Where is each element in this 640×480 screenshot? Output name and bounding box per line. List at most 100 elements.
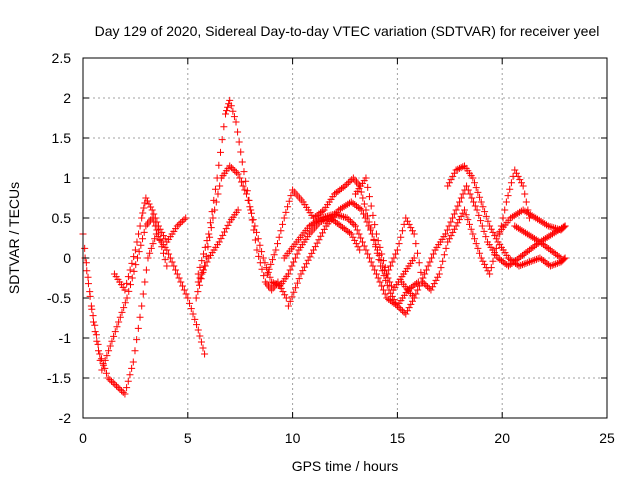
data-point-marker [94, 340, 102, 348]
data-point-marker [410, 254, 418, 262]
data-point-marker [239, 182, 247, 190]
data-point-marker [447, 232, 455, 240]
data-point-marker [428, 254, 436, 262]
data-point-marker [218, 136, 226, 144]
data-point-marker [163, 246, 171, 254]
data-point-marker [116, 313, 124, 321]
data-point-marker [352, 240, 360, 248]
data-point-marker [209, 214, 217, 222]
data-point-marker [450, 210, 458, 218]
data-point-marker [429, 283, 437, 291]
data-point-marker [226, 96, 234, 104]
data-point-marker [135, 230, 143, 238]
data-point-marker [242, 190, 250, 198]
data-point-marker [180, 286, 188, 294]
data-point-marker [363, 218, 371, 226]
data-point-marker [232, 118, 240, 126]
data-point-marker [474, 244, 482, 252]
data-point-marker [153, 226, 161, 234]
y-tick-label: 0 [63, 250, 71, 266]
data-point-marker [459, 209, 467, 217]
data-point-marker [403, 217, 411, 225]
data-point-marker [123, 384, 131, 392]
series-group [284, 198, 418, 310]
data-point-marker [437, 264, 445, 272]
data-point-marker [528, 212, 536, 220]
data-point-marker [204, 243, 212, 251]
data-point-marker [131, 347, 139, 355]
data-point-marker [518, 227, 526, 235]
data-point-marker [367, 202, 375, 210]
data-point-marker [534, 255, 542, 263]
data-point-marker [351, 222, 359, 230]
x-tick-label: 0 [79, 430, 87, 446]
data-point-marker [454, 219, 462, 227]
data-point-marker [402, 214, 410, 222]
data-point-marker [445, 179, 453, 187]
data-point-marker [284, 302, 292, 310]
data-point-marker [548, 261, 556, 269]
data-point-marker [343, 214, 351, 222]
data-point-marker [109, 379, 117, 387]
data-point-marker [480, 227, 488, 235]
data-point-marker [386, 278, 394, 286]
data-point-marker [371, 266, 379, 274]
data-point-marker [191, 315, 199, 323]
data-point-marker [486, 222, 494, 230]
data-point-marker [385, 266, 393, 274]
data-point-marker [189, 310, 197, 318]
data-point-marker [340, 213, 348, 221]
data-point-marker [132, 261, 140, 269]
data-point-marker [153, 218, 161, 226]
data-point-marker [447, 176, 455, 184]
data-points [79, 96, 569, 398]
data-point-marker [279, 288, 287, 296]
data-point-marker [292, 284, 300, 292]
data-point-marker [270, 251, 278, 259]
data-point-marker [550, 261, 558, 269]
data-point-marker [407, 224, 415, 232]
data-point-marker [234, 170, 242, 178]
data-point-marker [340, 203, 348, 211]
data-point-marker [463, 182, 471, 190]
data-point-marker [199, 344, 207, 352]
data-point-marker [227, 164, 235, 172]
data-point-marker [449, 214, 457, 222]
data-point-marker [279, 220, 287, 228]
data-point-marker [196, 274, 204, 282]
data-point-marker [134, 324, 142, 332]
data-point-marker [145, 200, 153, 208]
data-point-marker [341, 182, 349, 190]
data-point-marker [459, 190, 467, 198]
data-point-marker [376, 278, 384, 286]
data-point-marker [336, 212, 344, 220]
data-point-marker [222, 225, 230, 233]
data-point-marker [361, 214, 369, 222]
data-point-marker [392, 250, 400, 258]
data-point-marker [535, 216, 543, 224]
data-point-marker [360, 242, 368, 250]
data-point-marker [415, 282, 423, 290]
data-point-marker [144, 254, 152, 262]
data-point-marker [405, 304, 413, 312]
series-group [511, 222, 569, 246]
data-point-marker [417, 278, 425, 286]
data-point-marker [482, 233, 490, 241]
data-point-marker [477, 217, 485, 225]
data-point-marker [402, 310, 410, 318]
data-point-marker [365, 254, 373, 262]
data-point-marker [224, 103, 232, 111]
data-point-marker [316, 215, 324, 223]
data-point-marker [335, 206, 343, 214]
data-point-marker [269, 279, 277, 287]
data-point-marker [457, 164, 465, 172]
data-point-marker [293, 250, 301, 258]
data-point-marker [206, 219, 214, 227]
data-point-marker [344, 179, 352, 187]
data-point-marker [318, 214, 326, 222]
data-point-marker [304, 256, 312, 264]
data-point-marker [305, 222, 313, 230]
data-point-marker [378, 250, 386, 258]
data-point-marker [180, 216, 188, 224]
data-point-marker [543, 221, 551, 229]
